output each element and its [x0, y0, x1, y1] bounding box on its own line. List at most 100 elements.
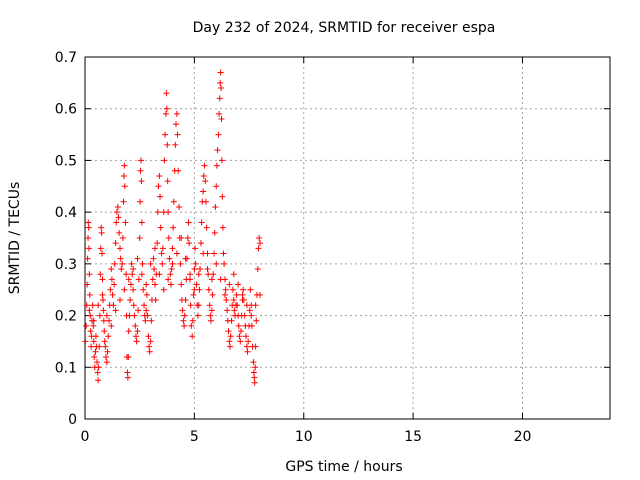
data-point [123, 271, 130, 278]
data-point [173, 121, 179, 128]
data-point [208, 307, 215, 314]
data-point [248, 312, 255, 319]
data-point [86, 271, 93, 278]
data-point [191, 286, 198, 293]
y-tick-label: 0.6 [55, 102, 77, 118]
y-tick-label: 0.4 [55, 205, 77, 221]
data-point [173, 250, 180, 257]
data-point [213, 183, 220, 190]
data-point [138, 178, 145, 185]
data-point [162, 110, 169, 117]
data-point [109, 291, 116, 298]
data-point [175, 167, 182, 174]
data-point [120, 172, 127, 179]
data-point [187, 302, 194, 309]
data-point [111, 260, 118, 267]
data-point [106, 317, 113, 324]
data-point [229, 286, 236, 293]
data-point [136, 235, 143, 241]
data-point [222, 286, 229, 293]
data-point [174, 131, 181, 138]
data-point [161, 157, 168, 164]
data-point [173, 110, 180, 117]
data-point [134, 328, 141, 335]
data-point [108, 266, 115, 273]
data-point [164, 178, 171, 185]
data-point [86, 291, 93, 298]
data-point [243, 333, 249, 340]
data-point [222, 291, 228, 298]
data-point [223, 297, 230, 304]
data-point [112, 307, 119, 314]
data-point [105, 333, 112, 340]
data-point [85, 219, 92, 226]
data-point [98, 229, 105, 236]
data-point [230, 271, 237, 278]
data-point [160, 286, 167, 293]
data-point [152, 281, 158, 288]
data-point [176, 203, 183, 210]
data-point [236, 333, 243, 340]
data-point [177, 260, 184, 267]
data-point [115, 214, 122, 221]
data-point [124, 369, 131, 376]
data-point [218, 157, 225, 164]
data-point [125, 353, 132, 360]
chart-title: Day 232 of 2024, SRMTID for receiver esp… [193, 20, 496, 36]
data-point [227, 343, 234, 350]
data-point [121, 286, 128, 293]
data-point [170, 198, 177, 205]
data-point [119, 260, 126, 267]
data-point [119, 235, 126, 241]
data-point [129, 271, 136, 278]
data-point [248, 322, 255, 329]
data-point [90, 317, 97, 324]
data-point [96, 312, 103, 319]
data-point [204, 266, 211, 273]
data-point [101, 338, 108, 345]
y-tick-label: 0.1 [55, 360, 77, 376]
data-point [99, 297, 106, 304]
data-point [219, 224, 226, 231]
data-point [252, 364, 259, 371]
data-point [194, 312, 201, 319]
data-point [95, 364, 102, 371]
data-point [130, 286, 137, 293]
data-point [147, 260, 154, 267]
data-point [85, 245, 92, 252]
data-point [215, 131, 222, 138]
data-point [99, 250, 106, 257]
data-point [169, 245, 176, 252]
data-point [189, 333, 196, 340]
data-point [157, 193, 164, 200]
y-tick-label: 0.2 [55, 309, 77, 325]
data-point [99, 276, 106, 283]
data-point [138, 219, 145, 226]
data-point [131, 312, 138, 319]
data-point [225, 328, 232, 335]
data-point [185, 219, 192, 226]
data-point [88, 343, 95, 350]
data-point [94, 359, 101, 366]
data-point [198, 219, 205, 226]
data-point [217, 79, 224, 86]
data-point [130, 302, 137, 309]
data-point [216, 110, 223, 117]
data-point [240, 286, 247, 293]
data-point [139, 260, 146, 267]
data-point [154, 240, 161, 247]
data-point [146, 343, 153, 350]
data-point [243, 302, 250, 309]
data-point [137, 198, 144, 205]
data-point [237, 328, 244, 335]
data-point [98, 224, 105, 231]
data-point [141, 302, 148, 309]
data-point [193, 281, 200, 288]
data-point [140, 286, 147, 293]
data-point [178, 281, 185, 288]
data-point [235, 322, 242, 329]
data-point [182, 297, 189, 304]
y-tick-labels: 0 0.1 0.2 0.3 0.4 0.5 0.6 0.7 [55, 50, 77, 428]
data-point [245, 338, 252, 345]
